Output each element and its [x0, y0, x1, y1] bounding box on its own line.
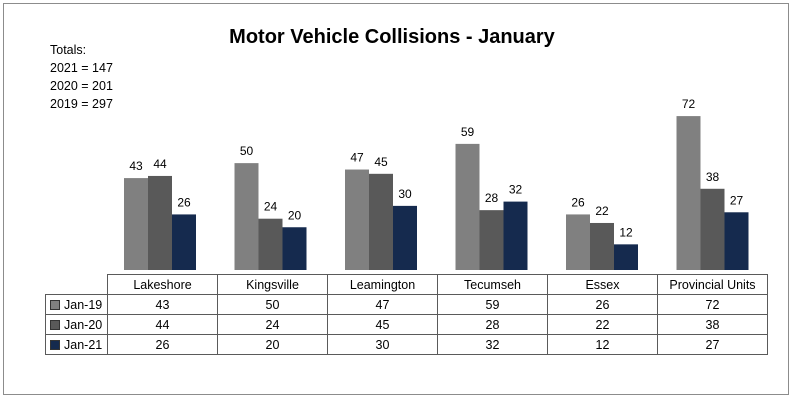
table-cell: 59 — [437, 294, 548, 315]
data-label-jan-20-essex: 22 — [595, 204, 609, 218]
totals-2020: 2020 = 201 — [50, 79, 113, 93]
bar-jan-20-provincial-units — [700, 188, 725, 270]
totals-2021: 2021 = 147 — [50, 61, 113, 75]
bar-jan-20-leamington — [369, 173, 393, 270]
data-label-jan-20-leamington: 45 — [374, 155, 388, 169]
category-label: Lakeshore — [107, 274, 218, 295]
legend-swatch — [50, 299, 60, 310]
bar-jan-21-kingsville — [282, 227, 307, 270]
category-label: Kingsville — [217, 274, 328, 295]
table-cell: 24 — [217, 314, 328, 335]
legend-label: Jan-19 — [64, 297, 103, 312]
bar-jan-21-leamington — [393, 205, 417, 270]
table-cell: 26 — [547, 294, 658, 315]
table-cell: 27 — [657, 334, 768, 355]
legend-swatch — [50, 339, 60, 350]
table-cell: 45 — [327, 314, 438, 335]
data-label-jan-21-essex: 12 — [619, 225, 633, 239]
table-row: Jan-19 43 50 47 59 26 72 — [45, 294, 768, 315]
bar-jan-21-provincial-units — [724, 212, 749, 270]
bar-jan-20-kingsville — [258, 218, 283, 270]
bar-jan-21-tecumseh — [503, 201, 528, 270]
table-header-row: Lakeshore Kingsville Leamington Tecumseh Ess… — [46, 274, 768, 295]
bar-chart: 43 44 26 50 24 20 47 45 30 59 28 32 26 22 12 72 38 27 — [124, 97, 749, 270]
data-label-jan-19-essex: 26 — [571, 195, 585, 209]
data-label-jan-19-lakeshore: 43 — [129, 159, 143, 173]
category-label: Tecumseh — [437, 274, 548, 295]
data-label-jan-19-tecumseh: 59 — [461, 125, 475, 139]
bar-jan-19-provincial-units — [676, 116, 701, 270]
totals-heading: Totals: — [50, 43, 87, 57]
data-label-jan-21-lakeshore: 26 — [177, 195, 191, 209]
legend-entry: Jan-19 — [45, 294, 108, 315]
table-corner — [46, 275, 108, 295]
table-cell: 43 — [107, 294, 218, 315]
data-label-jan-20-lakeshore: 44 — [153, 157, 167, 171]
table-cell: 12 — [547, 334, 658, 355]
totals-2019: 2019 = 297 — [50, 97, 113, 111]
data-label-jan-19-kingsville: 50 — [240, 144, 254, 158]
data-table: Lakeshore Kingsville Leamington Tecumseh Ess… — [45, 274, 768, 355]
table-cell: 22 — [547, 314, 658, 335]
table-cell: 47 — [327, 294, 438, 315]
bar-jan-19-kingsville — [234, 163, 259, 270]
totals-box: Totals: 2021 = 147 2020 = 201 2019 = 297 — [50, 41, 113, 113]
legend-swatch — [50, 319, 60, 330]
data-label-jan-21-leamington: 30 — [398, 187, 412, 201]
table-cell: 20 — [217, 334, 328, 355]
category-label: Provincial Units — [657, 274, 768, 295]
table-cell: 44 — [107, 314, 218, 335]
bar-jan-20-tecumseh — [479, 210, 504, 270]
table-cell: 26 — [107, 334, 218, 355]
legend-label: Jan-20 — [64, 317, 103, 332]
data-label-jan-20-provincial-units: 38 — [706, 170, 720, 184]
bar-jan-19-leamington — [345, 169, 369, 270]
data-label-jan-21-tecumseh: 32 — [509, 183, 523, 197]
table-cell: 28 — [437, 314, 548, 335]
chart-frame: Motor Vehicle Collisions - January Total… — [3, 3, 789, 395]
table-cell: 50 — [217, 294, 328, 315]
table-cell: 30 — [327, 334, 438, 355]
chart-title: Motor Vehicle Collisions - January — [229, 26, 555, 48]
table-cell: 32 — [437, 334, 548, 355]
bar-jan-19-tecumseh — [455, 143, 480, 270]
bar-jan-19-essex — [566, 214, 590, 270]
legend-entry: Jan-20 — [45, 314, 108, 335]
data-label-jan-19-provincial-units: 72 — [682, 97, 696, 111]
data-label-jan-21-provincial-units: 27 — [730, 193, 744, 207]
data-label-jan-20-kingsville: 24 — [264, 200, 278, 214]
bar-jan-20-lakeshore — [148, 175, 172, 270]
category-label: Essex — [547, 274, 658, 295]
bar-jan-21-essex — [614, 244, 638, 270]
bar-jan-19-lakeshore — [124, 178, 148, 270]
data-label-jan-19-leamington: 47 — [350, 151, 364, 165]
bar-jan-20-essex — [590, 222, 614, 270]
legend-entry: Jan-21 — [45, 334, 108, 355]
category-label: Leamington — [327, 274, 438, 295]
table-row: Jan-20 44 24 45 28 22 38 — [45, 314, 768, 335]
data-label-jan-21-kingsville: 20 — [288, 208, 302, 222]
table-cell: 38 — [657, 314, 768, 335]
table-cell: 72 — [657, 294, 768, 315]
data-label-jan-20-tecumseh: 28 — [485, 191, 499, 205]
table-row: Jan-21 26 20 30 32 12 27 — [45, 334, 768, 355]
bar-jan-21-lakeshore — [172, 214, 196, 270]
legend-label: Jan-21 — [64, 337, 103, 352]
